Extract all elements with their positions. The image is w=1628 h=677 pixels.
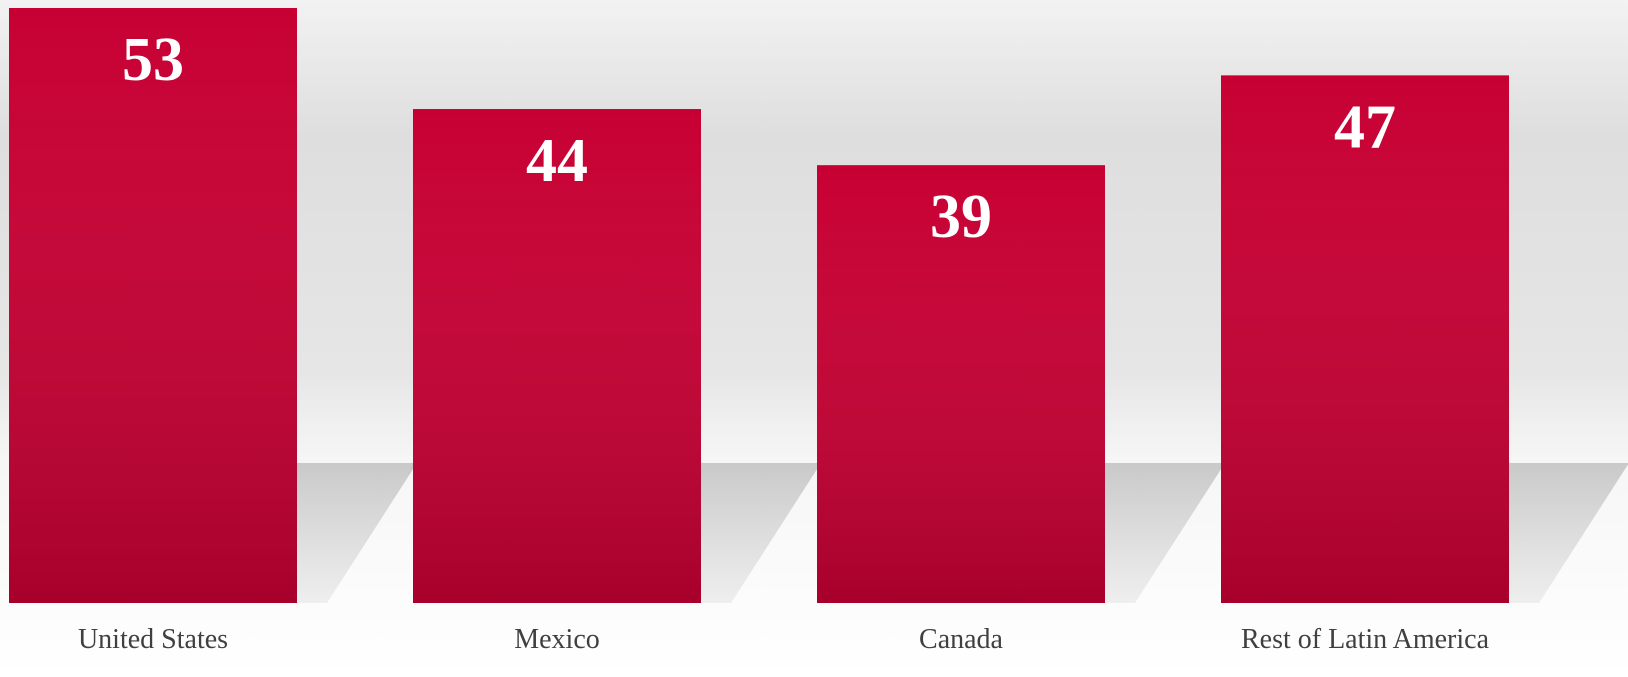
shadows bbox=[297, 463, 1628, 603]
bar-shade bbox=[817, 165, 1105, 604]
bar-shade bbox=[413, 109, 701, 604]
bar-shadow bbox=[297, 463, 417, 603]
bars: 53 United States 44 Mexico 39 Canada 47 Rest of… bbox=[9, 8, 1509, 655]
value-label: 53 bbox=[122, 26, 184, 94]
x-tick-label: Rest of Latin America bbox=[1241, 624, 1490, 655]
x-tick-label: Mexico bbox=[514, 624, 600, 655]
bar-shade bbox=[1221, 75, 1509, 603]
bar-shadow bbox=[1105, 463, 1225, 603]
value-label: 44 bbox=[526, 127, 588, 195]
value-label: 39 bbox=[930, 183, 992, 251]
bar-shade bbox=[9, 8, 297, 603]
value-label: 47 bbox=[1334, 93, 1396, 161]
x-tick-label: United States bbox=[78, 624, 228, 655]
bar-shadow bbox=[1509, 463, 1628, 603]
x-tick-label: Canada bbox=[919, 624, 1004, 655]
bar-shadow bbox=[701, 463, 821, 603]
